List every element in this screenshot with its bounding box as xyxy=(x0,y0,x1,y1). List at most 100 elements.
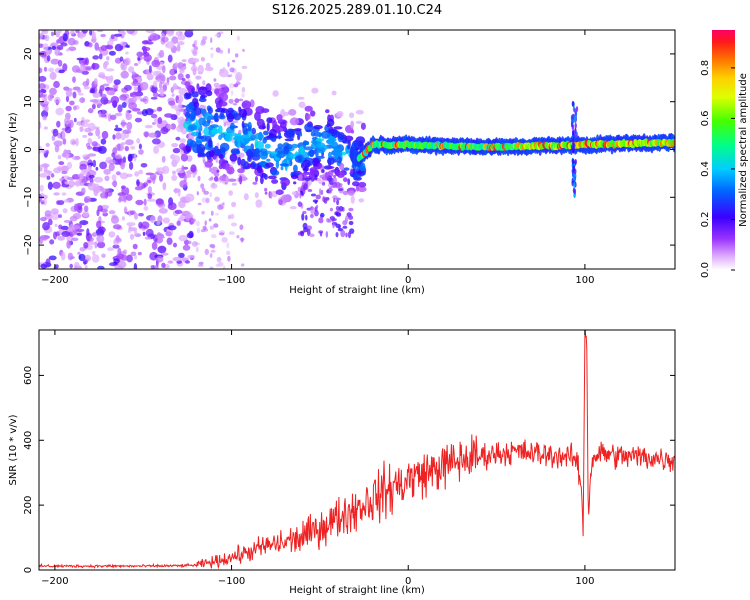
spectrogram-cell xyxy=(39,43,44,48)
spectrogram-cell xyxy=(134,117,143,123)
spectrogram-cell xyxy=(210,37,213,44)
spectrogram-cell xyxy=(129,161,134,170)
spectrogram-cell xyxy=(304,177,310,182)
spectrogram-cell xyxy=(74,203,78,212)
spectrogram-cell xyxy=(181,165,185,172)
spectrogram-cell xyxy=(190,164,197,173)
spectrogram-cell xyxy=(271,179,279,184)
spectrogram-cell xyxy=(573,188,577,195)
spectrogram-cell xyxy=(270,170,280,176)
spectrogram-cell xyxy=(297,96,305,100)
spectrogram-cell xyxy=(167,202,177,211)
spectrogram-cell xyxy=(301,213,305,221)
spectrogram-cell xyxy=(41,149,47,154)
colorbar-tick-label: 0.0 xyxy=(700,262,711,278)
spectrogram-cell xyxy=(209,225,214,230)
spectrogram-cell xyxy=(143,198,147,206)
spectrogram-y-label: Frequency (Hz) xyxy=(8,112,19,188)
spectrogram-y-tick-label: 0 xyxy=(23,146,34,152)
spectrogram-cell xyxy=(207,107,213,114)
spectrogram-cell xyxy=(122,62,127,72)
spectrogram-cell xyxy=(213,176,219,182)
spectrogram-cell xyxy=(328,186,333,194)
spectrogram-cell xyxy=(185,103,194,113)
spectrogram-cell xyxy=(132,96,138,102)
spectrogram-cell xyxy=(61,170,68,175)
spectrogram-cell xyxy=(89,99,99,103)
spectrogram-cell xyxy=(65,153,70,160)
spectrogram-cell xyxy=(293,164,298,173)
spectrogram-cell xyxy=(204,220,207,226)
spectrogram-cell xyxy=(100,138,107,145)
spectrogram-cell xyxy=(75,228,85,232)
spectrogram-cell xyxy=(39,67,43,74)
spectrogram-cell xyxy=(90,38,97,43)
spectrogram-cell xyxy=(187,124,197,131)
spectrogram-cell xyxy=(87,132,93,136)
spectrogram-cell xyxy=(218,232,225,236)
spectrogram-cell xyxy=(119,172,129,180)
spectrogram-cell xyxy=(203,105,207,110)
spectrogram-cell xyxy=(126,222,136,227)
spectrogram-cell xyxy=(100,93,107,99)
snr-y-tick-label: 400 xyxy=(23,431,34,450)
spectrogram-cell xyxy=(570,119,574,126)
spectrogram-y-tick-label: −10 xyxy=(23,187,34,208)
spectrogram-cell xyxy=(79,97,85,104)
spectrogram-cell xyxy=(178,64,187,71)
spectrogram-cell xyxy=(240,158,246,167)
spectrogram-cell xyxy=(355,109,364,115)
spectrogram-cell xyxy=(207,138,213,148)
spectrogram-cell xyxy=(86,244,93,250)
spectrogram-cell xyxy=(121,216,125,221)
spectrogram-cell xyxy=(229,73,233,77)
spectrogram-cell xyxy=(79,163,87,171)
spectrogram-cell xyxy=(159,91,165,97)
spectrogram-cell xyxy=(76,57,84,61)
spectrogram-y-ticks: −20 −10 0 10 20 xyxy=(23,48,675,256)
spectrogram-cell xyxy=(315,194,321,200)
spectrogram-cell xyxy=(83,242,89,249)
spectrogram-cell xyxy=(574,149,577,155)
spectrogram-cell xyxy=(155,198,164,205)
spectrogram-cell xyxy=(159,81,163,90)
spectrogram-cell xyxy=(68,180,75,188)
spectrogram-cell xyxy=(230,90,234,96)
spectrogram-cell xyxy=(156,79,161,83)
spectrogram-cell xyxy=(65,105,72,112)
spectrogram-x-tick-label: −100 xyxy=(218,275,245,286)
spectrogram-cell xyxy=(95,128,101,137)
spectrogram-cell xyxy=(39,235,49,240)
spectrogram-cell xyxy=(226,250,231,256)
spectrogram-cell xyxy=(164,36,168,43)
spectrogram-cell xyxy=(227,61,230,68)
spectrogram-cell xyxy=(234,98,240,104)
snr-series-line xyxy=(39,330,675,570)
spectrogram-cell xyxy=(201,130,204,135)
spectrogram-cell xyxy=(189,140,197,148)
spectrogram-cell xyxy=(165,231,172,237)
spectrogram-cell xyxy=(138,143,142,150)
spectrogram-heatmap xyxy=(39,30,675,269)
spectrogram-cell xyxy=(66,240,71,249)
spectrogram-cell xyxy=(302,222,308,230)
spectrogram-cell xyxy=(130,251,137,257)
spectrogram-cell xyxy=(91,254,100,263)
spectrogram-y-tick-label: −20 xyxy=(23,235,34,256)
spectrogram-cell xyxy=(150,265,155,269)
spectrogram-cell xyxy=(48,67,55,73)
spectrogram-cell xyxy=(283,145,290,155)
spectrogram-cell xyxy=(185,260,190,264)
spectrogram-cell xyxy=(69,100,75,106)
spectrogram-cell xyxy=(110,96,120,104)
spectrogram-cell xyxy=(152,92,159,98)
spectrogram-cell xyxy=(281,194,289,203)
spectrogram-cell xyxy=(222,202,225,206)
spectrogram-cell xyxy=(280,166,284,171)
spectrogram-cell xyxy=(115,234,120,242)
spectrogram-cell xyxy=(263,130,269,136)
spectrogram-cell xyxy=(112,84,119,90)
spectrogram-cell xyxy=(52,128,59,137)
